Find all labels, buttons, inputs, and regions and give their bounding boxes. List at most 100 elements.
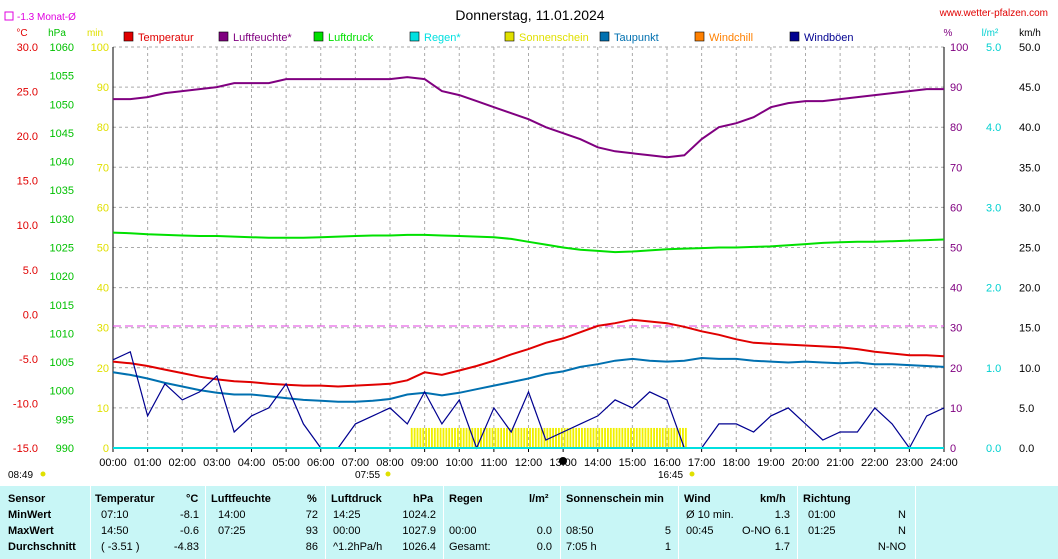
sunshine-bar	[526, 427, 529, 448]
stat-cell-wind_v: 6.1	[774, 525, 790, 537]
hdr-hum: Luftfeuchte	[211, 493, 271, 505]
sunshine-bar	[491, 427, 494, 448]
x-tick-label: 06:00	[307, 457, 335, 469]
col-sep	[90, 486, 91, 559]
sunshine-bar	[436, 427, 439, 448]
sunshine-bar	[468, 427, 471, 448]
sunshine-bar	[557, 427, 560, 448]
sunshine-bar	[647, 427, 650, 448]
sunshine-bar	[630, 427, 632, 448]
sunshine-bar	[456, 427, 459, 448]
sunshine-bar	[552, 427, 555, 448]
sunshine-bar	[592, 427, 595, 448]
x-tick-label: 01:00	[134, 457, 162, 469]
x-tick-label: 23:00	[896, 457, 924, 469]
y-tick-label: -5.0	[19, 354, 38, 366]
col-sep	[797, 486, 798, 559]
stat-cell-label: MaxWert	[8, 525, 54, 537]
sunshine-bar	[618, 427, 621, 448]
x-tick-label: 07:00	[342, 457, 370, 469]
y-tick-label: 5.0	[986, 42, 1001, 54]
stat-cell-press_t: 00:00	[333, 525, 361, 537]
sunshine-bar	[658, 427, 661, 448]
sunshine-bar	[586, 427, 589, 448]
legend-swatch	[694, 31, 705, 42]
col-sep	[443, 486, 444, 559]
sunset-time: 16:45	[658, 470, 683, 481]
y-tick-label: 10	[97, 403, 109, 415]
sunshine-bar	[410, 427, 413, 448]
x-tick-label: 03:00	[203, 457, 231, 469]
chart-title: Donnerstag, 11.01.2024	[455, 7, 604, 23]
y-tick-label: 40	[97, 283, 109, 295]
sunshine-bar	[520, 427, 523, 448]
y-tick-label: 1055	[50, 71, 74, 83]
stat-cell-rain_v: 0.0	[536, 541, 552, 553]
left-time-label: 08:49	[8, 470, 33, 481]
sunshine-bar	[534, 427, 537, 448]
x-tick-label: 15:00	[619, 457, 647, 469]
sunshine-bar	[529, 427, 531, 448]
sunshine-bar	[555, 427, 557, 448]
stat-cell-press_v: 1027.9	[402, 525, 436, 537]
sunshine-bar	[482, 427, 485, 448]
x-axis-ticks: 00:00 01:00 02:00 03:00 04:00 05:00 06:00 07:00…	[99, 448, 958, 469]
sunshine-bar	[578, 427, 581, 448]
sunshine-bar	[537, 427, 540, 448]
legend-label: Regen*	[424, 32, 461, 44]
y-tick-label: 0.0	[986, 443, 1001, 455]
x-tick-label: 05:00	[272, 457, 300, 469]
weather-chart: Donnerstag, 11.01.2024 www.wetter-pfalze…	[4, 7, 1048, 481]
sunshine-bar	[540, 427, 543, 448]
sunshine-bar	[583, 427, 586, 448]
y-tick-label: 40	[950, 283, 962, 295]
stat-cell-label: MinWert	[8, 509, 52, 521]
left-sun-icon	[40, 471, 46, 477]
y-tick-label: 1005	[50, 357, 74, 369]
x-tick-label: 02:00	[168, 457, 196, 469]
sunshine-bar	[635, 427, 638, 448]
sunshine-bar	[598, 427, 601, 448]
y-tick-label: 1025	[50, 243, 74, 255]
y-tick-label: 100	[91, 42, 109, 54]
y-tick-label: 5.0	[23, 265, 38, 277]
sunshine-bar	[641, 427, 644, 448]
legend-swatch	[409, 31, 420, 42]
sunshine-bar	[560, 427, 563, 448]
sunshine-bar	[601, 427, 604, 448]
y-tick-label: 35.0	[1019, 162, 1040, 174]
sunshine-bar	[430, 427, 433, 448]
sunshine-bar	[508, 427, 511, 448]
legend-label: Windböen	[804, 32, 854, 44]
y-axis-hpa: 1060 1055 1050 1045 1040 1035 1030 1025 1020 1015…	[50, 42, 74, 455]
unit-percent: %	[944, 28, 953, 39]
sunshine-bar	[650, 427, 653, 448]
y-tick-label: 15.0	[17, 176, 38, 188]
x-tick-label: 14:00	[584, 457, 612, 469]
sunshine-bar	[448, 427, 451, 448]
x-tick-label: 10:00	[445, 457, 473, 469]
x-tick-label: 17:00	[688, 457, 716, 469]
sunshine-bar	[615, 427, 618, 448]
y-tick-label: 90	[950, 82, 962, 94]
sunshine-bar	[566, 427, 569, 448]
series-line-temperatur	[112, 318, 945, 388]
y-tick-label: 1040	[50, 157, 74, 169]
y-axis-kmh: 50.0 45.0 40.0 35.0 30.0 25.0 20.0 15.0 10.0 5.0 0…	[1019, 42, 1040, 455]
x-tick-label: 12:00	[515, 457, 543, 469]
y-tick-label: 1060	[50, 42, 74, 54]
series-line-taupunkt	[112, 356, 945, 403]
sunshine-bar	[670, 427, 673, 448]
stat-cell-dir_v: N-NO	[877, 541, 906, 553]
y-tick-label: 10.0	[17, 220, 38, 232]
stat-cell-press_v: 1024.2	[402, 509, 436, 521]
sunshine-bar	[653, 427, 656, 448]
sunshine-bar	[621, 427, 624, 448]
unit-hpa: hPa	[48, 28, 66, 39]
y-tick-label: 0	[103, 443, 109, 455]
sunshine-bar	[471, 427, 474, 448]
y-tick-label: 1030	[50, 214, 74, 226]
sunset-sun-icon	[689, 471, 695, 477]
